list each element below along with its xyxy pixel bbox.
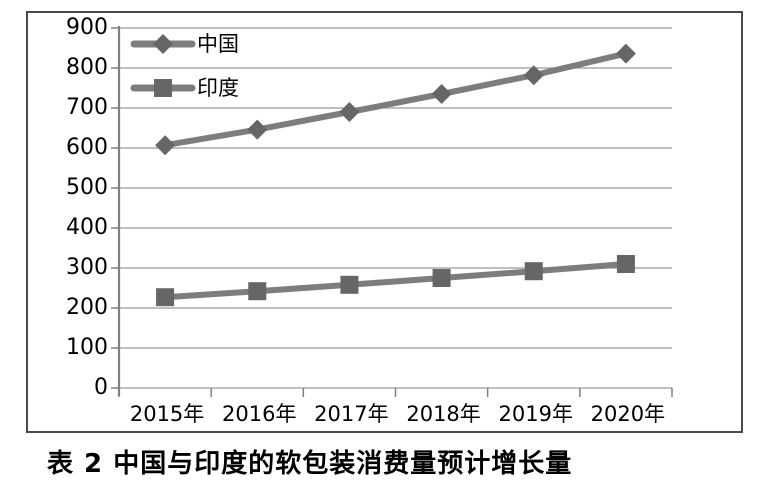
legend-label-china: 中国: [197, 32, 239, 56]
x-axis-category-label: 2016年: [222, 402, 297, 426]
x-axis-category-label: 2019年: [498, 402, 573, 426]
y-axis-tick-label: 600: [66, 135, 108, 160]
y-axis-tick-label: 800: [66, 55, 108, 80]
y-axis-tick-label: 400: [66, 215, 108, 240]
x-axis-category-label: 2015年: [129, 402, 205, 426]
x-axis-category-label: 2017年: [314, 402, 389, 426]
y-axis-tick-label: 700: [66, 95, 108, 120]
y-axis-tick-label: 900: [66, 15, 108, 40]
chart-frame: [26, 11, 743, 433]
y-axis-tick-label: 100: [66, 335, 108, 360]
y-axis-tick-label: 0: [94, 375, 108, 400]
y-axis-tick-label: 500: [66, 175, 108, 200]
chart-caption: 表 2 中国与印度的软包装消费量预计增长量: [47, 449, 573, 479]
legend-label-india: 印度: [197, 76, 239, 100]
y-axis-tick-label: 300: [66, 255, 108, 280]
x-axis-category-label: 2020年: [590, 402, 666, 426]
x-axis-category-label: 2018年: [406, 402, 481, 426]
y-axis-tick-label: 200: [66, 295, 108, 320]
